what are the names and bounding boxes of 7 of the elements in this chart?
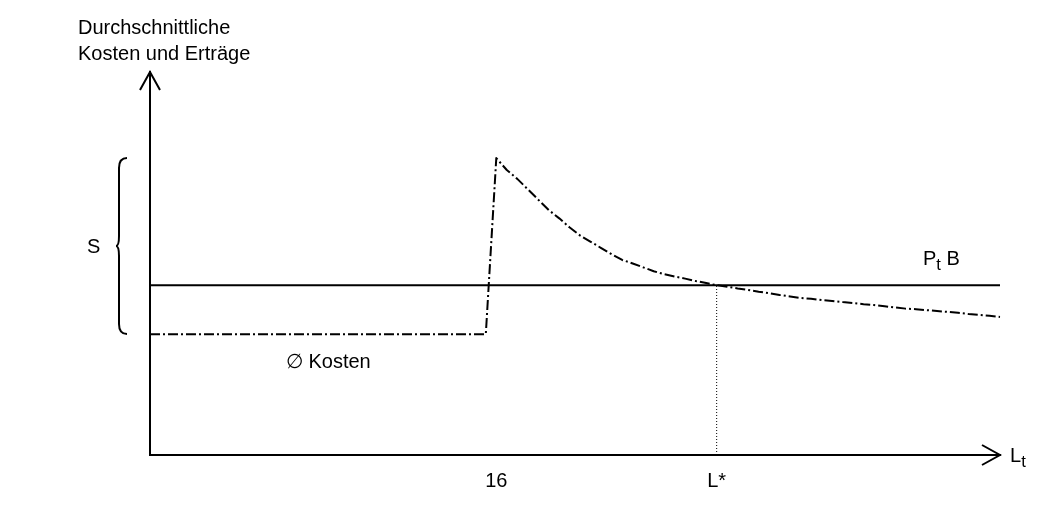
x-tick-label: L*: [707, 468, 727, 491]
text: S: [87, 234, 101, 260]
series-label: P$_{t}$ B: [923, 246, 960, 277]
x-axis-title: L$_{t}$: [1010, 443, 1026, 473]
series-label: ∅ Kosten: [285, 349, 371, 375]
x-tick-label: 16: [485, 468, 508, 491]
y-axis-title: Durchschnittliche Kosten und Erträge: [78, 15, 251, 66]
